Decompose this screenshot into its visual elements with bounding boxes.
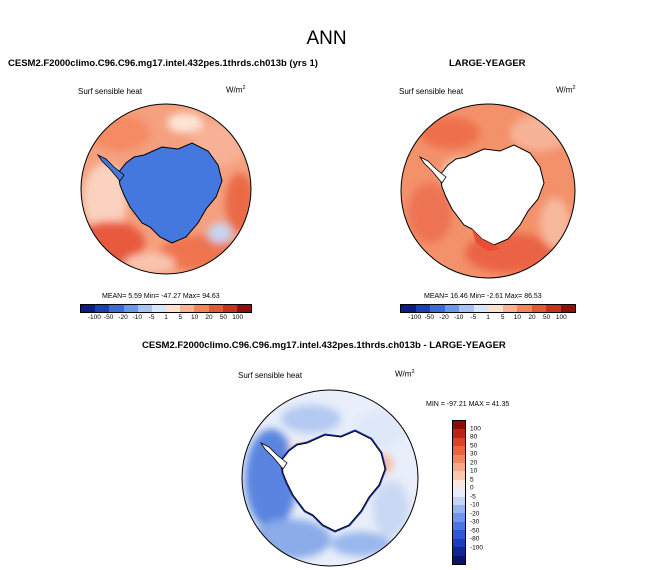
colorbar-tick-label: -100 [87, 314, 101, 321]
colorbar-tick-label: 0 [470, 484, 474, 492]
colorbar-tick-label: 50 [543, 314, 551, 321]
colorbar-tick-label: 50 [219, 314, 227, 321]
colorbar-swatch [109, 305, 124, 312]
colorbar-tick-label: 1 [486, 314, 490, 321]
panel-2-map [400, 103, 576, 279]
colorbar-swatch [502, 305, 517, 312]
panel-1-variable: Surf sensible heat [78, 87, 143, 96]
panel-3-colorbar: 100 80 50 30 20 10 5 0 -5 -10 -20 -30 -50 -80 -100 [452, 420, 492, 565]
colorbar-swatch [453, 547, 465, 556]
colorbar-swatch [488, 305, 503, 312]
colorbar-swatch [560, 305, 575, 312]
panel-3-units: W/m2 [395, 369, 415, 379]
colorbar-tick-label: 10 [470, 467, 478, 475]
colorbar-swatch [453, 429, 465, 438]
panel-3-stats: MIN = -97.21 MAX = 41.35 [426, 401, 510, 408]
colorbar-swatch [453, 521, 465, 531]
colorbar-swatch [459, 305, 474, 312]
colorbar-tick-label: 10 [191, 314, 199, 321]
colorbar-swatch [453, 555, 465, 564]
colorbar-swatch [453, 496, 465, 506]
colorbar-tick-label: -80 [470, 535, 480, 543]
colorbar-swatch [208, 305, 223, 312]
colorbar-swatch [415, 305, 430, 312]
panel-1-colorbar: -100 -50 -20 -10 -5 1 5 10 20 50 100 [80, 304, 252, 323]
colorbar-swatch [453, 446, 465, 455]
colorbar-swatch [444, 305, 459, 312]
panel-2-units: W/m2 [556, 85, 576, 95]
colorbar-swatch [180, 305, 195, 312]
colorbar-tick-label: 80 [470, 433, 478, 441]
panel-2-stats: MEAN= 16.46 Min= -2.61 Max= 86.53 [424, 293, 542, 300]
colorbar-swatch [453, 530, 465, 539]
colorbar-tick-label: -50 [424, 314, 435, 321]
colorbar-tick-label: 20 [205, 314, 213, 321]
panel-2-variable: Surf sensible heat [399, 87, 464, 96]
colorbar-swatch [166, 305, 181, 312]
colorbar-swatch [236, 305, 252, 312]
colorbar-tick-label: -20 [439, 314, 449, 321]
colorbar-swatch [151, 305, 167, 312]
colorbar-swatch [453, 505, 465, 514]
colorbar-swatch [531, 305, 546, 312]
colorbar-tick-label: 100 [555, 314, 567, 321]
colorbar-tick-label: -10 [132, 314, 143, 321]
main-title: ANN [306, 28, 347, 49]
colorbar-swatch [453, 538, 465, 548]
colorbar-tick-label: -10 [470, 501, 480, 509]
colorbar-tick-label: -5 [148, 314, 155, 321]
colorbar-swatch [95, 305, 110, 312]
colorbar-tick-label: 100 [470, 425, 481, 433]
colorbar-swatch [453, 454, 465, 464]
panel-1-units: W/m2 [226, 85, 246, 95]
colorbar-swatch [453, 479, 465, 489]
colorbar-tick-label: -100 [408, 314, 422, 321]
colorbar-tick-label: 10 [513, 314, 521, 321]
colorbar-tick-label: 100 [232, 314, 244, 321]
colorbar-swatch [430, 305, 445, 312]
colorbar-tick-label: -30 [470, 518, 480, 526]
panel-2-colorbar: -100 -50 -20 -10 -5 1 5 10 20 50 100 [400, 304, 576, 323]
colorbar-swatch [453, 421, 465, 430]
colorbar-swatch [401, 305, 416, 312]
colorbar-swatch [517, 305, 532, 312]
colorbar-tick-label: 50 [470, 442, 478, 450]
panel-2-title: LARGE-YEAGER [449, 58, 526, 69]
colorbar-tick-label: 5 [178, 314, 183, 321]
panel-1-title: CESM2.F2000climo.C96.C96.mg17.intel.432p… [8, 58, 318, 69]
colorbar-tick-label: -5 [470, 493, 476, 501]
colorbar-swatch [473, 305, 488, 312]
colorbar-swatch [453, 513, 465, 522]
colorbar-swatch [137, 305, 152, 312]
panel-3-variable: Surf sensible heat [238, 371, 303, 380]
colorbar-tick-label: 5 [500, 314, 505, 321]
colorbar-swatch [81, 305, 96, 312]
colorbar-tick-label: -50 [103, 314, 114, 321]
colorbar-swatch [123, 305, 138, 312]
colorbar-swatch [546, 305, 561, 312]
colorbar-tick-label: -10 [453, 314, 464, 321]
panel-1-map [80, 103, 252, 275]
panel-3-title: CESM2.F2000climo.C96.C96.mg17.intel.432p… [142, 340, 506, 351]
colorbar-tick-label: 20 [470, 459, 478, 467]
panel-1-stats: MEAN= 5.59 Min= -47.27 Max= 94.63 [102, 293, 220, 300]
colorbar-tick-label: -20 [470, 510, 480, 518]
colorbar-tick-label: 20 [528, 314, 536, 321]
colorbar-swatch [194, 305, 209, 312]
colorbar-tick-label: -50 [470, 527, 480, 535]
colorbar-tick-label: 5 [470, 476, 474, 484]
colorbar-swatch [222, 305, 237, 312]
colorbar-swatch [453, 437, 465, 447]
colorbar-tick-label: 30 [470, 450, 478, 458]
colorbar-tick-label: -100 [470, 544, 484, 552]
colorbar-swatch [453, 488, 465, 497]
colorbar-swatch [453, 463, 465, 472]
colorbar-tick-label: 1 [164, 314, 168, 321]
panel-3-map [241, 389, 419, 567]
colorbar-tick-label: -5 [470, 314, 477, 321]
colorbar-swatch [453, 471, 465, 480]
colorbar-tick-label: -20 [118, 314, 128, 321]
